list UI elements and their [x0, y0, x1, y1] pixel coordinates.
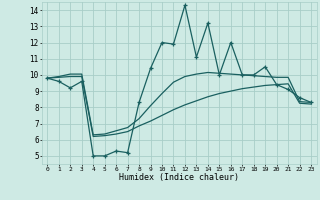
X-axis label: Humidex (Indice chaleur): Humidex (Indice chaleur) — [119, 173, 239, 182]
